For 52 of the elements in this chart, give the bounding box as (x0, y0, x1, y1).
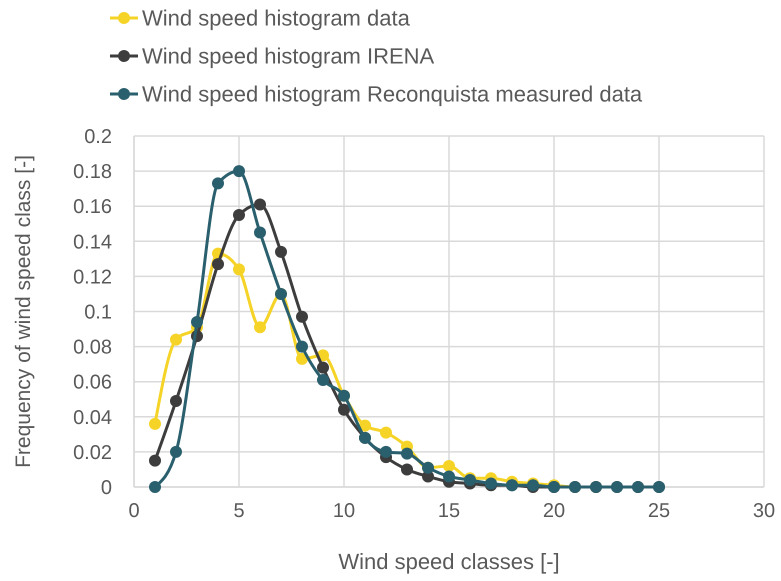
y-tick-label: 0 (100, 477, 112, 499)
legend-label: Wind speed histogram Reconquista measured data (142, 82, 643, 107)
point (233, 165, 245, 178)
point (401, 448, 413, 460)
x-tick-label: 20 (542, 500, 566, 522)
point (254, 321, 266, 334)
y-tick-label: 0.1 (84, 302, 112, 324)
point (191, 316, 203, 328)
point (170, 446, 182, 458)
point (443, 470, 455, 482)
point (380, 426, 392, 439)
y-tick-label: 0.16 (73, 196, 112, 218)
x-tick-label: 25 (648, 500, 670, 522)
point (443, 460, 455, 472)
y-tick-label: 0.06 (73, 372, 112, 394)
legend-label: Wind speed histogram data (142, 6, 411, 31)
point (296, 340, 308, 353)
legend-label: Wind speed histogram IRENA (142, 44, 435, 69)
point (233, 208, 245, 221)
x-tick-label: 10 (332, 500, 356, 522)
point (170, 395, 182, 408)
y-tick-label: 0.14 (73, 231, 112, 254)
x-tick-label: 0 (128, 500, 140, 522)
point (212, 258, 224, 270)
point (401, 463, 413, 476)
point (317, 374, 329, 386)
y-tick-label: 0.12 (73, 266, 112, 288)
y-tick-label: 0.2 (84, 126, 112, 148)
y-tick-label: 0.08 (73, 336, 112, 359)
point (359, 420, 371, 432)
point (275, 246, 287, 258)
x-tick-label: 15 (438, 500, 460, 522)
point (254, 198, 266, 210)
point (149, 418, 161, 430)
x-axis-title: Wind speed classes [-] (338, 549, 560, 574)
point (233, 263, 245, 276)
point (338, 404, 350, 416)
point (317, 362, 329, 374)
point (254, 226, 266, 239)
x-tick-label: 5 (233, 500, 245, 522)
y-axis-title: Frequency of wind speed class [-] (12, 155, 35, 468)
point (296, 310, 308, 323)
point (212, 177, 224, 190)
point (170, 334, 182, 346)
y-tick-label: 0.04 (73, 406, 112, 429)
y-tick-label: 0.18 (73, 161, 112, 184)
point (296, 352, 308, 365)
point (380, 446, 392, 458)
point (149, 454, 161, 467)
point (149, 481, 161, 493)
y-tick-label: 0.02 (73, 442, 112, 464)
x-tick-label: 30 (752, 500, 776, 522)
